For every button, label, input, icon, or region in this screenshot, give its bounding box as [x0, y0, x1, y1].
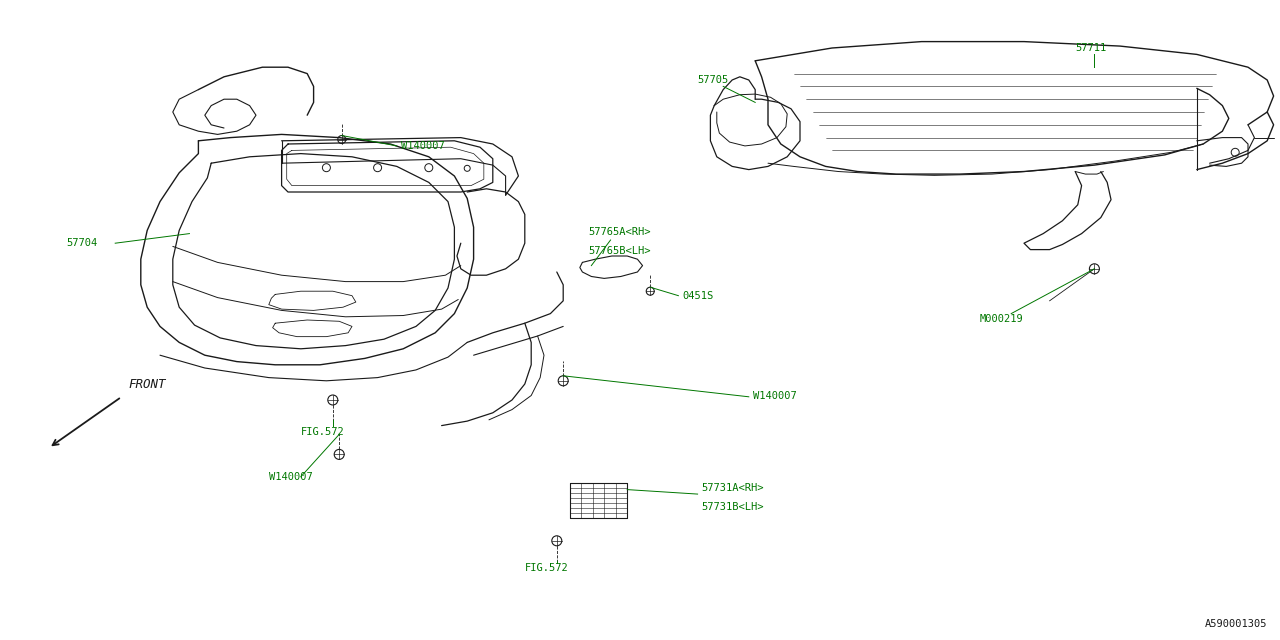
Text: A590001305: A590001305	[1204, 619, 1267, 629]
Text: W140007: W140007	[753, 390, 796, 401]
Text: 57765A<RH>: 57765A<RH>	[589, 227, 652, 237]
Text: FRONT: FRONT	[128, 378, 165, 390]
Text: W140007: W140007	[269, 472, 312, 482]
Text: 57704: 57704	[67, 238, 97, 248]
Text: 57765B<LH>: 57765B<LH>	[589, 246, 652, 256]
Text: M000219: M000219	[979, 314, 1023, 324]
Text: FIG.572: FIG.572	[525, 563, 568, 573]
Text: 57711: 57711	[1075, 43, 1106, 53]
Text: W140007: W140007	[401, 141, 444, 151]
Text: 57731B<LH>: 57731B<LH>	[701, 502, 764, 512]
Text: 0451S: 0451S	[682, 291, 713, 301]
Text: 57705: 57705	[698, 75, 728, 85]
Text: FIG.572: FIG.572	[301, 427, 344, 437]
Text: 57731A<RH>: 57731A<RH>	[701, 483, 764, 493]
